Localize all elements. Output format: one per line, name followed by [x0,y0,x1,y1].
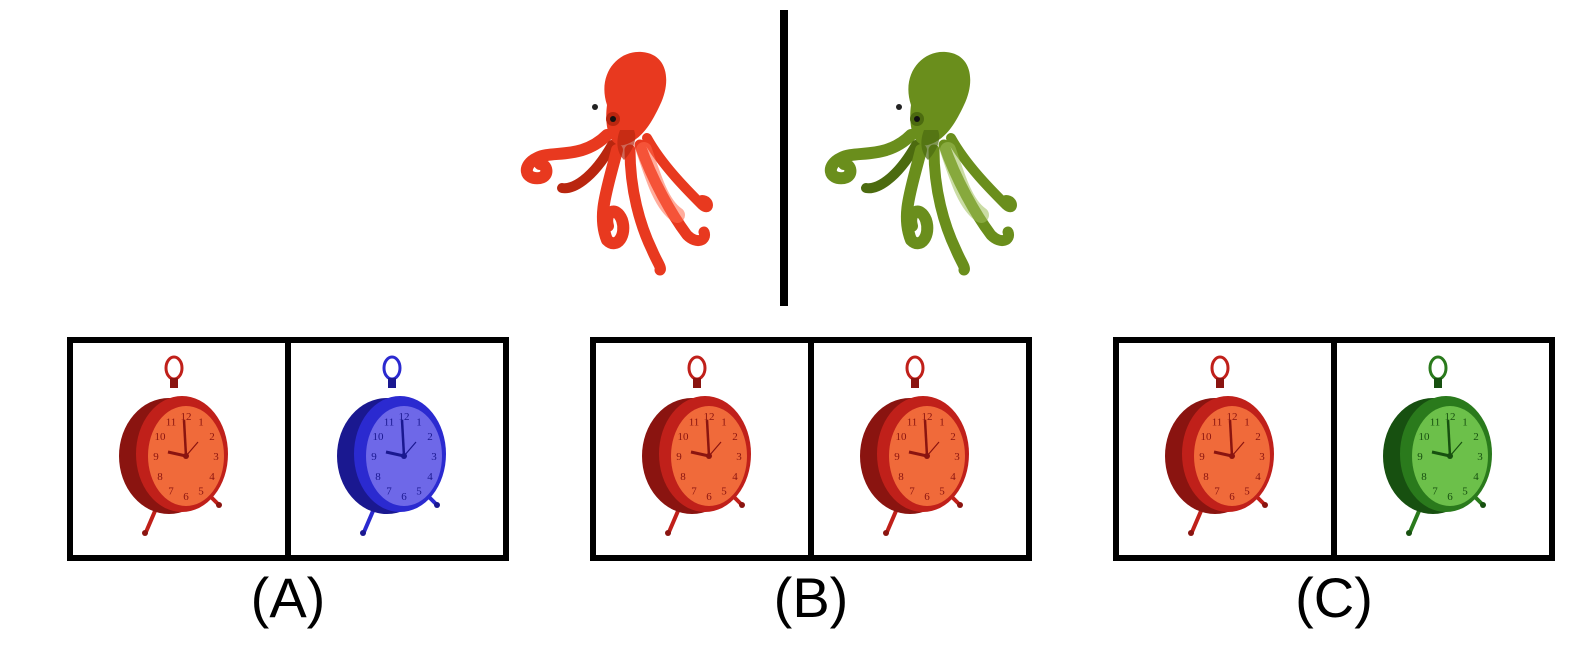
svg-text:10: 10 [1201,431,1213,443]
svg-text:11: 11 [1430,416,1441,428]
svg-text:5: 5 [721,486,727,498]
svg-text:7: 7 [386,486,392,498]
svg-text:10: 10 [373,431,385,443]
svg-text:1: 1 [1244,416,1250,428]
svg-text:2: 2 [427,431,433,443]
svg-text:11: 11 [1212,416,1223,428]
svg-text:7: 7 [168,486,174,498]
svg-text:8: 8 [1421,471,1427,483]
svg-text:6: 6 [1229,491,1235,503]
svg-text:3: 3 [736,451,742,463]
option-a-label: (A) [250,566,326,629]
example-left-octopus [512,40,722,290]
svg-text:4: 4 [427,471,433,483]
svg-text:9: 9 [153,451,159,463]
svg-text:6: 6 [924,491,930,503]
svg-text:1: 1 [416,416,422,428]
option-c-label: (C) [1295,566,1373,629]
svg-text:8: 8 [898,471,904,483]
svg-text:4: 4 [950,471,956,483]
svg-text:6: 6 [1447,491,1453,503]
option-a-box[interactable]: 12 1 2 3 4 5 6 7 8 9 10 11 12 1 2 3 4 5 6 7 8 9 10 11 [67,337,509,561]
svg-text:9: 9 [1199,451,1205,463]
svg-text:12: 12 [704,411,715,423]
svg-text:10: 10 [896,431,908,443]
svg-text:4: 4 [1255,471,1261,483]
svg-text:4: 4 [1473,471,1479,483]
svg-text:12: 12 [1227,411,1238,423]
svg-text:3: 3 [431,451,437,463]
octopus-icon [520,51,713,276]
svg-text:2: 2 [1473,431,1479,443]
svg-text:1: 1 [939,416,945,428]
svg-text:2: 2 [209,431,215,443]
svg-text:2: 2 [1255,431,1261,443]
svg-text:3: 3 [213,451,219,463]
svg-text:4: 4 [209,471,215,483]
svg-text:6: 6 [183,491,189,503]
svg-text:7: 7 [1432,486,1438,498]
option-a-right-cell: 12 1 2 3 4 5 6 7 8 9 10 11 [285,343,503,555]
svg-text:5: 5 [198,486,204,498]
svg-text:8: 8 [157,471,163,483]
svg-text:2: 2 [950,431,956,443]
svg-text:9: 9 [371,451,377,463]
option-c-left-cell: 12 1 2 3 4 5 6 7 8 9 10 11 [1119,343,1331,555]
svg-text:10: 10 [155,431,167,443]
svg-text:11: 11 [689,416,700,428]
svg-text:3: 3 [954,451,960,463]
svg-text:8: 8 [680,471,686,483]
svg-text:9: 9 [676,451,682,463]
svg-text:3: 3 [1477,451,1483,463]
svg-text:12: 12 [399,411,410,423]
svg-text:7: 7 [691,486,697,498]
option-b-box[interactable]: 12 1 2 3 4 5 6 7 8 9 10 11 12 1 2 3 4 5 6 7 8 9 10 11 [590,337,1032,561]
option-b-right-cell: 12 1 2 3 4 5 6 7 8 9 10 11 [808,343,1026,555]
svg-text:8: 8 [375,471,381,483]
octopus-icon [824,51,1017,276]
option-b-left-cell: 12 1 2 3 4 5 6 7 8 9 10 11 [596,343,808,555]
svg-text:10: 10 [678,431,690,443]
svg-text:2: 2 [732,431,738,443]
svg-text:10: 10 [1419,431,1431,443]
svg-text:1: 1 [198,416,204,428]
svg-text:11: 11 [907,416,918,428]
svg-text:5: 5 [416,486,422,498]
svg-text:6: 6 [706,491,712,503]
svg-text:5: 5 [1462,486,1468,498]
svg-text:1: 1 [1462,416,1468,428]
example-right-octopus [816,40,1026,290]
svg-text:9: 9 [894,451,900,463]
svg-text:9: 9 [1417,451,1423,463]
svg-text:12: 12 [1445,411,1456,423]
svg-text:5: 5 [1244,486,1250,498]
option-b-label: (B) [773,566,849,629]
svg-text:11: 11 [384,416,395,428]
option-c-right-cell: 12 1 2 3 4 5 6 7 8 9 10 11 [1331,343,1549,555]
svg-text:7: 7 [1214,486,1220,498]
svg-text:1: 1 [721,416,727,428]
svg-text:12: 12 [181,411,192,423]
svg-text:8: 8 [1203,471,1209,483]
svg-text:3: 3 [1259,451,1265,463]
svg-text:7: 7 [909,486,915,498]
example-divider [780,10,788,306]
option-c-box[interactable]: 12 1 2 3 4 5 6 7 8 9 10 11 12 1 2 3 4 5 6 7 8 9 10 11 [1113,337,1555,561]
svg-text:4: 4 [732,471,738,483]
svg-text:5: 5 [939,486,945,498]
option-a-left-cell: 12 1 2 3 4 5 6 7 8 9 10 11 [73,343,285,555]
svg-text:6: 6 [401,491,407,503]
svg-text:12: 12 [922,411,933,423]
svg-text:11: 11 [166,416,177,428]
